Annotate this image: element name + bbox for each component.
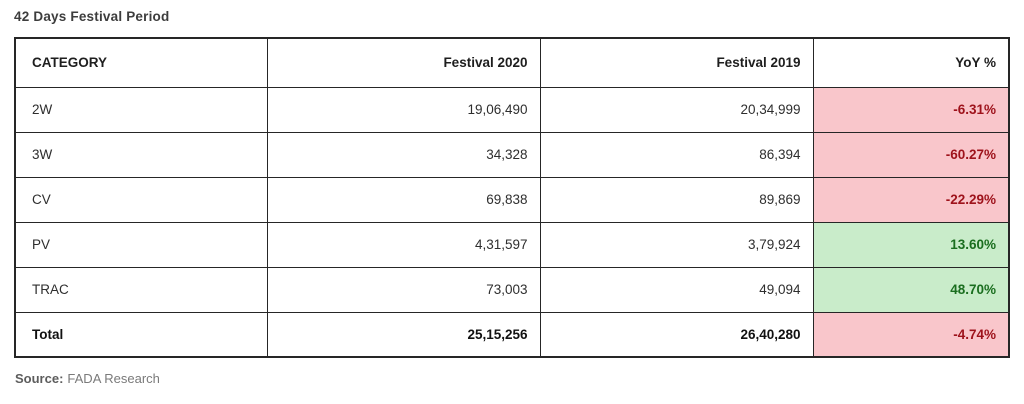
table-header: CATEGORY Festival 2020 Festival 2019 YoY… [14,37,1010,88]
yoy-percent-cell: -4.74% [812,311,1010,358]
category-cell: Total [14,311,268,358]
festival-2020-cell: 69,838 [266,176,541,223]
festival-2019-cell: 89,869 [539,176,814,223]
table-header-row: CATEGORY Festival 2020 Festival 2019 YoY… [14,37,1010,88]
category-cell: 3W [14,131,268,178]
festival-2020-cell: 4,31,597 [266,221,541,268]
category-cell: CV [14,176,268,223]
festival-2019-cell: 49,094 [539,266,814,313]
header-category: CATEGORY [14,37,268,88]
source-note: Source: FADA Research [15,371,1008,386]
table-row: PV 4,31,597 3,79,924 13.60% [14,221,1010,268]
page-title: 42 Days Festival Period [14,9,170,24]
table-row: 2W 19,06,490 20,34,999 -6.31% [14,86,1010,133]
table-row: 3W 34,328 86,394 -60.27% [14,131,1010,178]
festival-2020-cell: 34,328 [266,131,541,178]
festival-2020-cell: 25,15,256 [266,311,541,358]
festival-2019-cell: 3,79,924 [539,221,814,268]
source-label: Source: [15,371,64,386]
header-festival-2019: Festival 2019 [539,37,814,88]
page: 42 Days Festival Period CATEGORY Festiva… [14,9,1010,386]
festival-2020-cell: 19,06,490 [266,86,541,133]
header-festival-2020: Festival 2020 [266,37,541,88]
table-row-total: Total 25,15,256 26,40,280 -4.74% [14,311,1010,358]
yoy-percent-cell: 48.70% [812,266,1010,313]
yoy-percent-cell: -22.29% [812,176,1010,223]
festival-2020-cell: 73,003 [266,266,541,313]
source-value: FADA Research [67,371,160,386]
yoy-percent-cell: -6.31% [812,86,1010,133]
festival-2019-cell: 20,34,999 [539,86,814,133]
category-cell: 2W [14,86,268,133]
festival-2019-cell: 26,40,280 [539,311,814,358]
yoy-percent-cell: 13.60% [812,221,1010,268]
table-body: 2W 19,06,490 20,34,999 -6.31% 3W 34,328 86,394… [14,86,1010,358]
festival-2019-cell: 86,394 [539,131,814,178]
yoy-percent-cell: -60.27% [812,131,1010,178]
table-row: TRAC 73,003 49,094 48.70% [14,266,1010,313]
table-row: CV 69,838 89,869 -22.29% [14,176,1010,223]
category-cell: TRAC [14,266,268,313]
festival-period-table: CATEGORY Festival 2020 Festival 2019 YoY… [14,37,1010,358]
header-yoy-percent: YoY % [812,37,1010,88]
category-cell: PV [14,221,268,268]
